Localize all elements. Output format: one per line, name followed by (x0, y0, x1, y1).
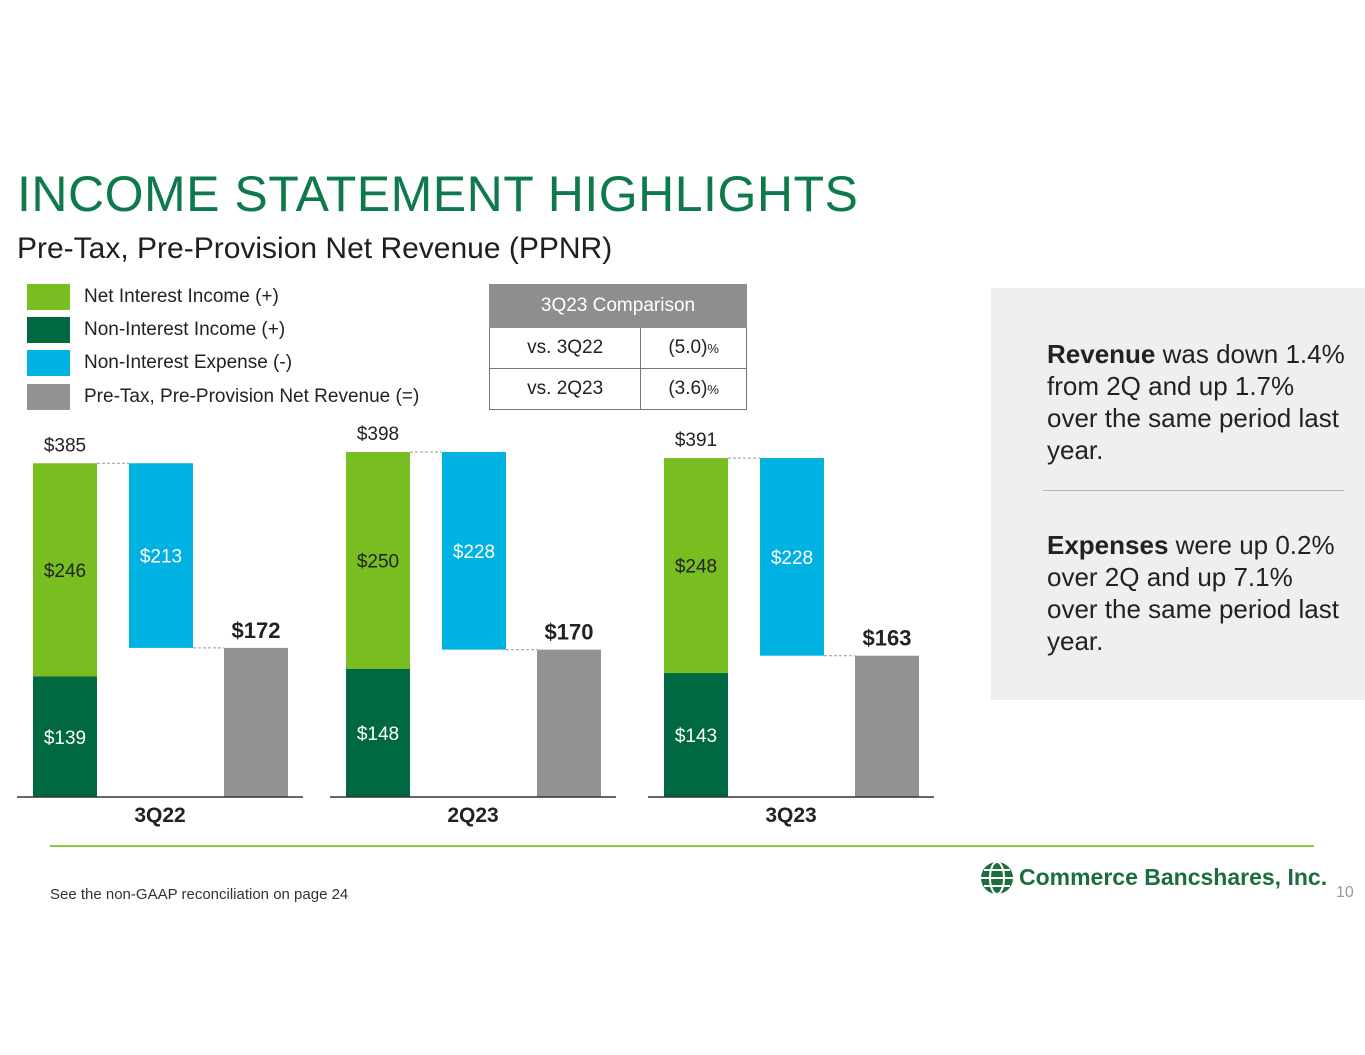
data-label-non-interest-income: $143 (675, 726, 717, 747)
bar-net-interest-income (346, 452, 410, 669)
expenses-note: Expenses were up 0.2% over 2Q and up 7.1… (1047, 529, 1347, 657)
x-tick-label: 3Q22 (134, 804, 185, 827)
data-label-non-interest-income: $139 (44, 728, 86, 749)
comparison-row-label: vs. 2Q23 (488, 368, 642, 410)
data-label-non-interest-expense: $213 (140, 547, 182, 568)
data-label-ppnr: $163 (863, 626, 912, 651)
comparison-table-header: 3Q23 Comparison (489, 284, 747, 328)
data-label-net-interest-income: $250 (357, 551, 399, 572)
x-tick-label: 2Q23 (447, 804, 498, 827)
expenses-note-text: were up 0.2% over 2Q and up 7.1% over th… (1047, 530, 1339, 656)
comparison-value: (3.6) (668, 378, 708, 399)
footer-divider (50, 845, 1314, 847)
panel-divider (1043, 490, 1344, 491)
page-number: 10 (1336, 884, 1354, 901)
data-label-ppnr: $170 (545, 620, 594, 645)
expenses-note-heading: Expenses (1047, 530, 1169, 560)
legend-swatch (27, 350, 70, 376)
page-subtitle: Pre-Tax, Pre-Provision Net Revenue (PPNR… (17, 232, 613, 265)
bar-non-interest-income (664, 673, 728, 797)
data-label-ppnr: $172 (232, 618, 281, 643)
bar-non-interest-income (33, 676, 97, 797)
data-label-non-interest-expense: $228 (771, 548, 813, 569)
comparison-row-label: vs. 3Q22 (488, 327, 642, 369)
x-tick-label: 3Q23 (765, 804, 816, 827)
data-label-non-interest-expense: $228 (453, 542, 495, 563)
data-label-net-interest-income: $248 (675, 557, 717, 578)
comparison-unit: % (707, 341, 719, 356)
comparison-table: 3Q23 Comparison vs. 3Q22 (5.0)% vs. 2Q23… (488, 284, 747, 410)
data-label-total-revenue: $391 (675, 430, 717, 451)
bar-non-interest-expense (129, 463, 193, 648)
comparison-unit: % (707, 382, 719, 397)
bar-net-interest-income (664, 458, 728, 674)
logo-text: Commerce Bancshares, Inc. (1019, 864, 1328, 890)
bar-non-interest-expense (760, 458, 824, 656)
revenue-note-text: was down 1.4% from 2Q and up 1.7% over t… (1047, 339, 1345, 465)
data-label-net-interest-income: $246 (44, 561, 86, 582)
bar-ppnr (537, 649, 601, 797)
commentary-panel: Revenue was down 1.4% from 2Q and up 1.7… (991, 288, 1365, 700)
legend-label: Pre-Tax, Pre-Provision Net Revenue (=) (84, 386, 420, 407)
legend-label: Non-Interest Expense (-) (84, 352, 293, 373)
bar-net-interest-income (33, 463, 97, 677)
data-label-total-revenue: $398 (357, 424, 399, 445)
bar-non-interest-expense (442, 452, 506, 650)
comparison-value: (5.0) (668, 337, 708, 358)
data-label-non-interest-income: $148 (357, 724, 399, 745)
data-label-total-revenue: $385 (44, 435, 86, 456)
bar-ppnr (855, 655, 919, 797)
footnote: See the non-GAAP reconciliation on page … (50, 886, 349, 903)
legend-label: Non-Interest Income (+) (84, 319, 286, 340)
company-logo: Commerce Bancshares, Inc. (979, 860, 1327, 898)
ppnr-waterfall-chart: $139 $246 $213 $172 $385 3Q22 $148 $250 $228 $170… (17, 424, 934, 827)
revenue-note: Revenue was down 1.4% from 2Q and up 1.7… (1047, 338, 1347, 466)
legend-swatch (27, 317, 70, 343)
globe-icon (981, 861, 1013, 895)
table-row: vs. 3Q22 (5.0)% (488, 327, 747, 369)
comparison-row-value: (3.6)% (640, 368, 747, 410)
page-title: INCOME STATEMENT HIGHLIGHTS (17, 166, 859, 222)
table-row: vs. 2Q23 (3.6)% (488, 368, 747, 410)
legend-label: Net Interest Income (+) (84, 286, 279, 307)
legend-swatch (27, 384, 70, 410)
bar-non-interest-income (346, 668, 410, 797)
legend-swatch (27, 284, 70, 310)
comparison-row-value: (5.0)% (640, 327, 747, 369)
bar-ppnr (224, 647, 288, 797)
revenue-note-heading: Revenue (1047, 339, 1156, 369)
